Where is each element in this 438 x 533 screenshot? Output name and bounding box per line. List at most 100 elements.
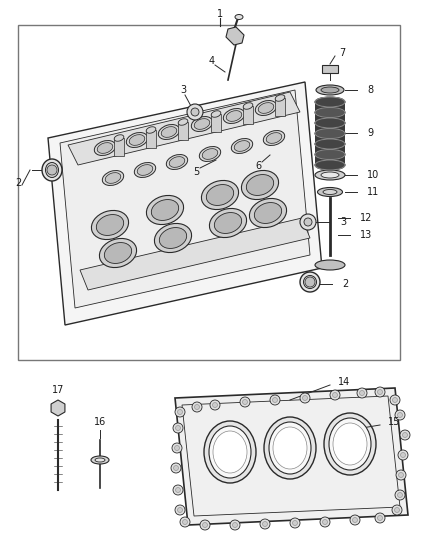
Ellipse shape	[324, 413, 376, 475]
Ellipse shape	[323, 190, 337, 195]
Polygon shape	[146, 130, 156, 148]
Circle shape	[180, 517, 190, 527]
Text: 14: 14	[338, 377, 350, 387]
Circle shape	[233, 522, 237, 528]
Ellipse shape	[94, 141, 116, 156]
Circle shape	[173, 465, 179, 471]
Ellipse shape	[231, 139, 253, 154]
Circle shape	[210, 400, 220, 410]
Polygon shape	[51, 400, 65, 416]
Circle shape	[212, 402, 218, 408]
Ellipse shape	[266, 133, 282, 143]
Ellipse shape	[211, 111, 221, 117]
Circle shape	[171, 463, 181, 473]
Text: 6: 6	[255, 161, 261, 171]
Circle shape	[400, 453, 406, 457]
Circle shape	[300, 214, 316, 230]
Ellipse shape	[146, 196, 184, 224]
Text: 2: 2	[15, 178, 21, 188]
Text: 8: 8	[367, 85, 373, 95]
Text: 3: 3	[340, 217, 346, 227]
Polygon shape	[60, 90, 310, 308]
Ellipse shape	[191, 117, 213, 132]
Text: 17: 17	[52, 385, 64, 395]
Circle shape	[398, 413, 403, 417]
Circle shape	[194, 405, 199, 409]
Ellipse shape	[241, 171, 279, 199]
Circle shape	[400, 430, 410, 440]
Circle shape	[293, 521, 297, 526]
Circle shape	[187, 104, 203, 120]
Bar	[18, 25, 400, 360]
Circle shape	[350, 515, 360, 525]
Circle shape	[47, 165, 57, 175]
Circle shape	[177, 507, 183, 513]
Ellipse shape	[42, 159, 62, 181]
Ellipse shape	[104, 243, 132, 263]
Ellipse shape	[254, 203, 282, 223]
Ellipse shape	[134, 163, 155, 177]
Ellipse shape	[300, 272, 320, 292]
Ellipse shape	[92, 211, 129, 239]
Text: 4: 4	[209, 56, 215, 66]
Ellipse shape	[102, 171, 124, 185]
Circle shape	[378, 515, 382, 521]
Polygon shape	[48, 82, 322, 325]
Ellipse shape	[209, 426, 251, 478]
Ellipse shape	[258, 103, 274, 114]
Ellipse shape	[246, 174, 274, 196]
Circle shape	[395, 507, 399, 513]
Circle shape	[290, 518, 300, 528]
Ellipse shape	[97, 143, 113, 154]
Ellipse shape	[159, 228, 187, 248]
Ellipse shape	[316, 85, 344, 95]
Polygon shape	[315, 102, 345, 165]
Circle shape	[230, 520, 240, 530]
Circle shape	[191, 108, 199, 116]
Circle shape	[375, 513, 385, 523]
Ellipse shape	[137, 165, 153, 175]
Ellipse shape	[96, 215, 124, 236]
Ellipse shape	[213, 431, 247, 473]
Text: 11: 11	[367, 187, 379, 197]
Circle shape	[375, 387, 385, 397]
Circle shape	[173, 485, 183, 495]
Circle shape	[200, 520, 210, 530]
Bar	[322, 65, 338, 73]
Ellipse shape	[329, 418, 371, 470]
Ellipse shape	[158, 125, 180, 140]
Polygon shape	[114, 138, 124, 156]
Ellipse shape	[201, 181, 239, 209]
Circle shape	[330, 390, 340, 400]
Ellipse shape	[249, 198, 286, 228]
Ellipse shape	[315, 139, 345, 149]
Circle shape	[192, 402, 202, 412]
Ellipse shape	[315, 160, 345, 170]
Circle shape	[243, 400, 247, 405]
Ellipse shape	[105, 173, 121, 183]
Circle shape	[392, 505, 402, 515]
Circle shape	[322, 520, 328, 524]
Text: 9: 9	[367, 128, 373, 138]
Polygon shape	[178, 122, 188, 140]
Circle shape	[240, 397, 250, 407]
Ellipse shape	[126, 133, 148, 148]
Ellipse shape	[95, 458, 105, 462]
Ellipse shape	[304, 276, 317, 288]
Ellipse shape	[169, 157, 185, 167]
Circle shape	[390, 395, 400, 405]
Polygon shape	[211, 114, 221, 132]
Ellipse shape	[315, 108, 345, 117]
Ellipse shape	[114, 135, 124, 141]
Ellipse shape	[315, 128, 345, 139]
Circle shape	[395, 490, 405, 500]
Ellipse shape	[146, 127, 156, 133]
Polygon shape	[80, 218, 310, 290]
Circle shape	[175, 407, 185, 417]
Circle shape	[398, 492, 403, 497]
Circle shape	[175, 505, 185, 515]
Circle shape	[202, 522, 208, 528]
Ellipse shape	[155, 223, 191, 253]
Ellipse shape	[209, 208, 247, 238]
Ellipse shape	[223, 109, 245, 124]
